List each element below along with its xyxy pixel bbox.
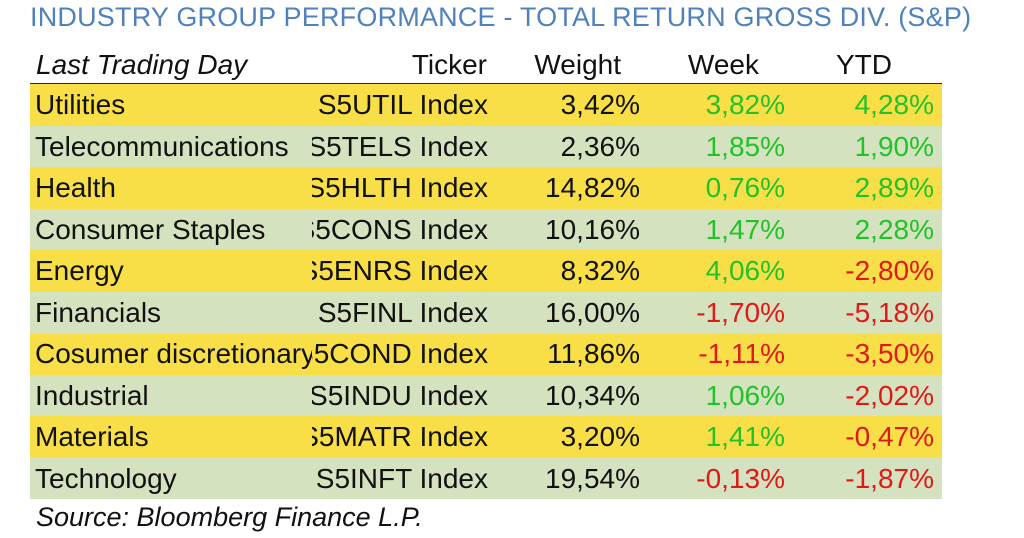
header-week: Week [687, 49, 759, 80]
ticker-text: S5FINL Index [317, 296, 488, 328]
weight-cell: 11,86% [547, 338, 640, 369]
ticker-text: S5INDU Index [312, 379, 488, 411]
weight-cell: 8,32% [560, 255, 640, 286]
ticker-cell: S5COND Index [312, 333, 488, 375]
week-return-cell: 1,47% [705, 213, 785, 245]
week-return-cell: -0,13% [696, 462, 785, 494]
ticker-cell: S5ENRS Index [312, 250, 488, 292]
table-header: Last Trading Day Ticker Weight Week YTD [30, 46, 942, 84]
ticker-cell: S5UTIL Index [312, 84, 488, 126]
ticker-text: S5ENRS Index [312, 255, 488, 286]
industry-name-cell: Materials [35, 421, 149, 452]
ytd-return-cell: -0,47% [845, 421, 934, 452]
week-return-cell: 4,06% [705, 255, 785, 286]
table-title: INDUSTRY GROUP PERFORMANCE - TOTAL RETUR… [30, 2, 972, 32]
table-row: Health S5HLTH Index 14,82% 0,76% 2,89% [30, 167, 942, 209]
table-row: Materials S5MATR Index 3,20% 1,41% -0,47% [30, 416, 942, 458]
week-return-cell: 1,06% [705, 379, 785, 411]
ytd-return-cell: -2,02% [845, 379, 934, 411]
ticker-cell: S5INFT Index [312, 458, 488, 500]
ytd-return-cell: 2,89% [854, 172, 934, 203]
industry-name-cell: Cosumer discretionary [35, 338, 312, 369]
table-row: Utilities S5UTIL Index 3,42% 3,82% 4,28% [30, 84, 942, 126]
industry-name-cell: Energy [35, 255, 124, 286]
weight-cell: 19,54% [545, 462, 640, 494]
industry-name-cell: Financials [35, 296, 162, 328]
industry-name-cell: Industrial [35, 379, 149, 411]
ticker-text: S5MATR Index [312, 421, 488, 452]
ytd-return-cell: -5,18% [845, 296, 934, 328]
header-weight: Weight [534, 49, 621, 80]
ticker-text: S5UTIL Index [317, 89, 488, 120]
table-row: Telecommunications S5TELS Index 2,36% 1,85%… [30, 125, 942, 168]
industry-name-cell: Technology [35, 462, 177, 494]
table-row: Cosumer discretionary S5COND Index 11,86% -… [30, 333, 942, 375]
table-row: Consumer Staples S5CONS Index 10,16% 1,47% 2… [30, 208, 942, 251]
week-return-cell: 0,76% [705, 172, 785, 203]
week-return-cell: 3,82% [705, 89, 785, 120]
ytd-return-cell: 1,90% [854, 130, 934, 162]
weight-cell: 10,34% [545, 379, 640, 411]
weight-cell: 3,42% [560, 89, 640, 120]
industry-name-cell: Utilities [35, 89, 126, 120]
source-note: Source: Bloomberg Finance L.P. [36, 502, 423, 532]
ytd-return-cell: -3,50% [845, 338, 934, 369]
header-last-trading-day: Last Trading Day [36, 49, 248, 80]
ticker-text: S5CONS Index [312, 213, 488, 245]
header-ytd: YTD [836, 49, 892, 80]
ytd-return-cell: -2,80% [845, 255, 934, 286]
ticker-text: S5INFT Index [315, 462, 488, 494]
ytd-return-cell: -1,87% [845, 462, 934, 494]
ticker-text: S5TELS Index [312, 130, 488, 162]
industry-name-cell: Telecommunications [35, 130, 289, 162]
ticker-text: S5COND Index [312, 338, 488, 369]
ticker-cell: S5HLTH Index [312, 167, 488, 209]
weight-cell: 14,82% [545, 172, 640, 203]
weight-cell: 3,20% [560, 421, 640, 452]
ticker-cell: S5INDU Index [312, 375, 488, 417]
table-row: Energy S5ENRS Index 8,32% 4,06% -2,80% [30, 250, 942, 292]
week-return-cell: 1,41% [705, 421, 785, 452]
ticker-cell: S5TELS Index [312, 126, 488, 168]
industry-name-cell: Health [35, 172, 116, 203]
weight-cell: 2,36% [560, 130, 640, 162]
table-body: Utilities S5UTIL Index 3,42% 3,82% 4,28% Tele… [30, 84, 942, 499]
ticker-cell: S5CONS Index [312, 209, 488, 251]
week-return-cell: -1,70% [696, 296, 785, 328]
ticker-text: S5HLTH Index [312, 172, 488, 203]
ytd-return-cell: 2,28% [854, 213, 934, 245]
industry-name-cell: Consumer Staples [35, 213, 266, 245]
header-ticker: Ticker [411, 49, 487, 80]
table-row: Industrial S5INDU Index 10,34% 1,06% -2,02% [30, 374, 942, 417]
week-return-cell: 1,85% [705, 130, 785, 162]
table-row: Technology S5INFT Index 19,54% -0,13% -1,87% [30, 457, 942, 500]
ticker-cell: S5FINL Index [312, 292, 488, 334]
week-return-cell: -1,11% [698, 338, 785, 369]
ytd-return-cell: 4,28% [854, 89, 934, 120]
weight-cell: 10,16% [545, 213, 640, 245]
weight-cell: 16,00% [545, 296, 640, 328]
table-row: Financials S5FINL Index 16,00% -1,70% -5,18% [30, 291, 942, 334]
ticker-cell: S5MATR Index [312, 416, 488, 458]
